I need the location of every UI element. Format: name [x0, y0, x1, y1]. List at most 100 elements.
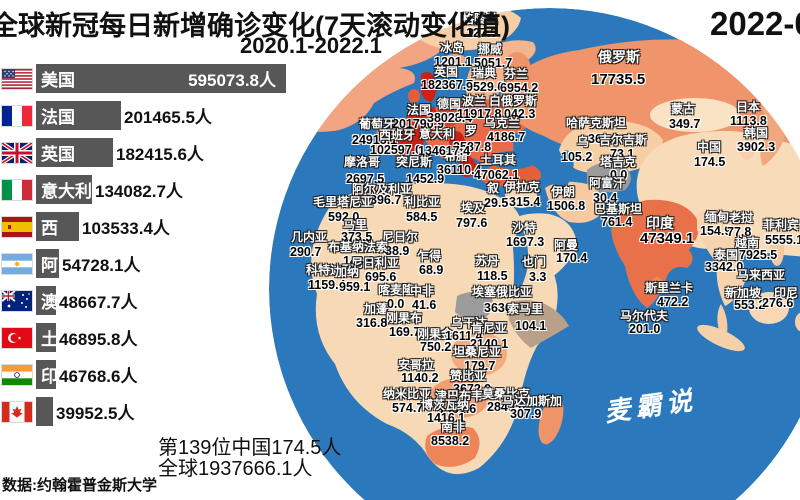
- country-value: 276.6: [762, 296, 794, 310]
- country-value: 6954.2: [500, 81, 539, 95]
- country-label: 刚果布: [386, 311, 423, 325]
- country-label: 意大利: [419, 127, 456, 141]
- country-value: 179.7: [464, 359, 496, 373]
- country-value: 592.0: [328, 210, 360, 224]
- land-africa: [311, 183, 558, 475]
- country-label: 布基纳法索: [328, 240, 389, 254]
- country-value: 1201.1: [434, 55, 473, 69]
- red-sea: [513, 226, 529, 300]
- bar: 阿: [36, 249, 59, 278]
- bar-country-label: 土: [41, 330, 58, 349]
- country-label: 叙: [487, 181, 500, 195]
- bar-country-label: 意大利: [41, 182, 92, 201]
- country-value: 3902.3: [737, 140, 776, 154]
- bar: 英国: [36, 138, 113, 167]
- land-india: [611, 199, 699, 308]
- country-value: 8538.2: [431, 434, 470, 448]
- land-italy: [449, 131, 479, 171]
- country-label: 斯里兰卡: [645, 281, 694, 295]
- country-label: 格陵兰: [462, 12, 499, 26]
- page-subtitle: 2020.1-2022.1: [240, 33, 382, 58]
- bar-row: 西 103533.4人: [0, 208, 310, 245]
- land-greece: [458, 163, 476, 177]
- country-value: 47349.1: [640, 230, 695, 247]
- bar-value: 595073.8人: [188, 71, 276, 90]
- flag-in-icon: [2, 364, 32, 385]
- land-korea: [739, 136, 755, 160]
- data-source: 数据:约翰霍普金斯大学: [2, 477, 157, 494]
- country-label: 刚果金: [417, 327, 454, 341]
- country-value: 134617.4: [418, 144, 471, 158]
- land-south-africa: [425, 426, 480, 467]
- country-value: 3342.0: [705, 260, 744, 274]
- country-label: 科特迪瓦: [306, 263, 355, 277]
- country-value: 316.8: [356, 316, 388, 330]
- country-label: 英国: [434, 65, 459, 79]
- country-value: 104.1: [515, 319, 547, 333]
- country-value: 1452.9: [406, 172, 445, 186]
- country-value: 30.4: [593, 191, 618, 205]
- country-label: 突尼斯: [396, 155, 433, 169]
- country-value: 143.6: [343, 254, 375, 268]
- country-value: 105.2: [561, 150, 593, 164]
- country-value: 797.6: [456, 216, 488, 230]
- country-value: 7925.5: [739, 248, 778, 262]
- country-label: 阿尔及利亚: [352, 182, 413, 196]
- country-value: 3.3: [529, 270, 547, 284]
- country-label: 冰岛: [440, 41, 465, 55]
- bar-country-label: 美国: [41, 71, 75, 90]
- country-label: 法国: [407, 103, 432, 117]
- land-germany: [437, 106, 461, 126]
- country-value: 0.0: [387, 297, 405, 311]
- country-value: 1451.6: [438, 402, 477, 416]
- globe-map: [269, 8, 800, 500]
- country-label: 德国: [437, 97, 462, 111]
- country-value: 0.0: [610, 168, 628, 182]
- bar-row: 印 46768.6人: [0, 356, 310, 393]
- country-label: 哈萨克斯坦: [566, 116, 627, 130]
- bar-row: 土 46895.8人: [0, 319, 310, 356]
- land-mongolia: [650, 98, 740, 132]
- country-value: 396.7: [370, 193, 402, 207]
- land-sumatra: [697, 324, 745, 352]
- land-central-asia: [559, 120, 663, 175]
- bar-chart: 美国 595073.8人 法国 201465.5人 英国 182415.6人 意大利 1340…: [0, 60, 310, 430]
- country-label: 俄罗斯: [598, 49, 640, 65]
- land-philippines: [770, 234, 784, 266]
- bar-country-label: 西: [41, 219, 58, 238]
- country-label: 挪威: [478, 42, 503, 56]
- country-value: 36110.4: [437, 163, 482, 177]
- country-label: 中国: [697, 140, 722, 154]
- land-iran: [545, 181, 604, 223]
- country-value: 154.9: [700, 224, 732, 238]
- country-label: 土耳其: [480, 153, 517, 167]
- country-label: 西班牙: [379, 128, 416, 142]
- land-portugal: [375, 128, 385, 154]
- flag-tr-icon: [2, 327, 32, 348]
- country-label: 阿曼: [554, 238, 579, 252]
- land-iraq: [505, 184, 537, 208]
- bar-country-label: 法国: [41, 108, 75, 127]
- country-value: 102597.0: [370, 143, 423, 157]
- country-label: 坦桑尼亚: [453, 345, 502, 359]
- country-value: 68.9: [419, 263, 444, 277]
- bar-value: 39952.5人: [56, 404, 135, 423]
- country-value: 118.5: [477, 269, 508, 283]
- country-label: 也门: [522, 255, 547, 269]
- country-label: 喀麦隆: [378, 283, 415, 297]
- bar-row: 39952.5人: [0, 393, 310, 430]
- country-value: 73.1: [610, 147, 635, 161]
- country-label: 老挝: [729, 211, 754, 225]
- land-south-sudan: [455, 292, 493, 320]
- land-indochina: [697, 208, 745, 306]
- country-label: 塔吉克: [600, 155, 637, 169]
- land-uk: [421, 72, 437, 102]
- country-value: 3636: [484, 301, 512, 315]
- country-label: 埃塞俄比亚: [472, 285, 533, 299]
- land-borneo: [749, 292, 789, 324]
- country-value: 1506.8: [547, 199, 586, 213]
- bar-value: 46768.6人: [59, 367, 138, 386]
- land-zambia: [429, 378, 489, 418]
- country-label: 尼日尔: [382, 230, 419, 244]
- global-total-line: 全球1937666.1人: [158, 458, 313, 480]
